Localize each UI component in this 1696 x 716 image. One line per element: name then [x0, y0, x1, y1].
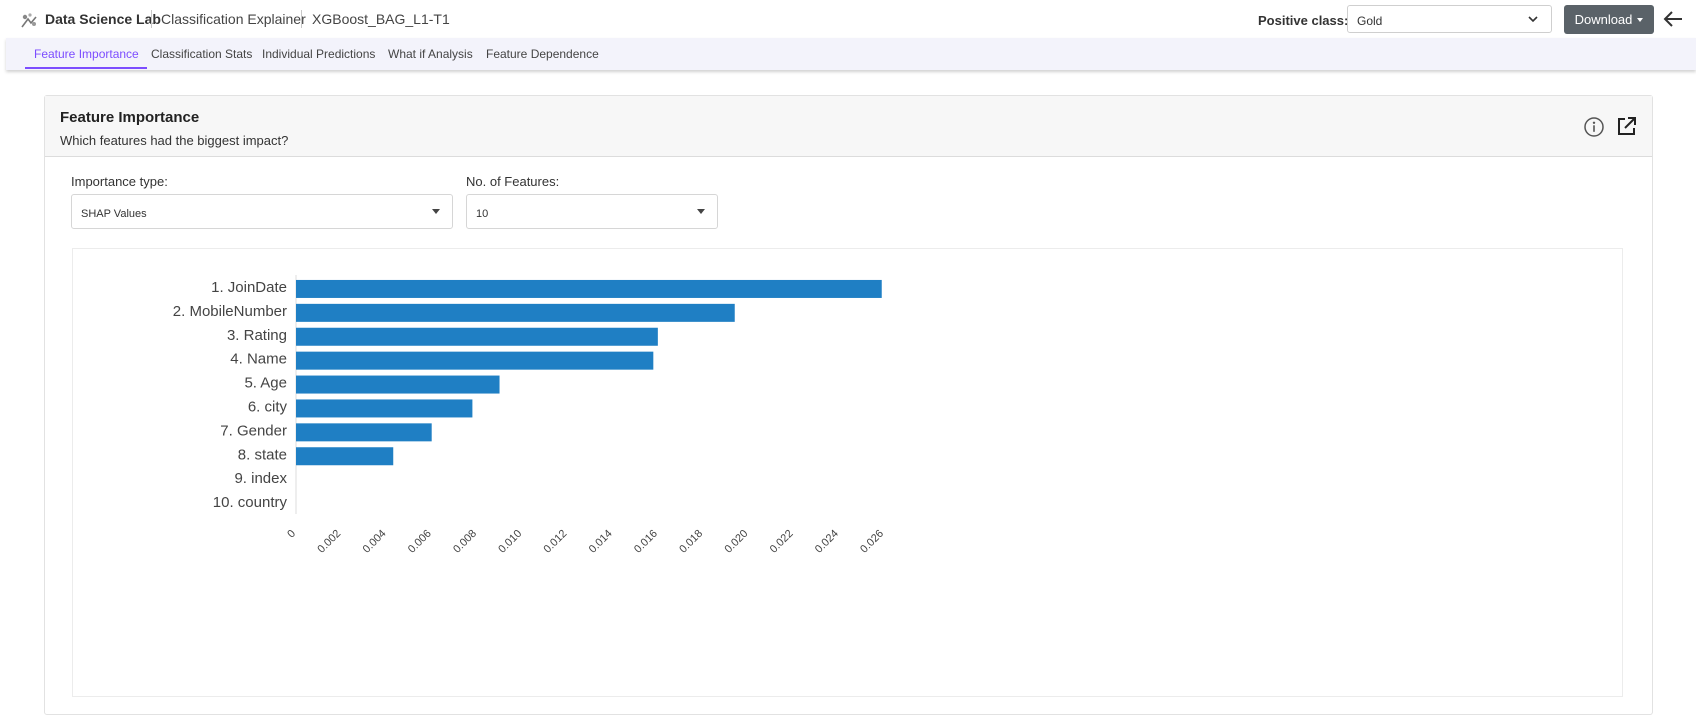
breadcrumb-classification-explainer[interactable]: Classification Explainer [161, 11, 306, 27]
num-features-label: No. of Features: [466, 174, 560, 189]
y-tick-label: 10. country [213, 494, 288, 511]
card-title: Feature Importance [60, 109, 200, 126]
active-tab-indicator [25, 67, 147, 69]
x-tick-label: 0.022 [768, 528, 796, 556]
y-tick-label: 9. index [234, 470, 287, 487]
tab-classification-stats[interactable]: Classification Stats [151, 47, 253, 61]
tab-feature-importance[interactable]: Feature Importance [34, 47, 139, 61]
arrow-left-icon[interactable] [1662, 9, 1684, 29]
importance-type-value: SHAP Values [81, 208, 147, 220]
caret-down-icon [697, 209, 705, 214]
x-tick-label: 0.006 [406, 528, 434, 556]
open-in-new-icon[interactable] [1616, 116, 1637, 137]
card-subtitle: Which features had the biggest impact? [60, 133, 289, 148]
x-tick-label: 0.010 [496, 528, 524, 556]
x-tick-label: 0.026 [858, 528, 886, 556]
x-tick-label: 0.002 [315, 528, 343, 556]
x-tick-label: 0.024 [813, 528, 841, 556]
num-features-value: 10 [476, 208, 489, 220]
positive-class-label: Positive class: [1258, 13, 1349, 28]
download-button[interactable]: Download [1564, 5, 1654, 34]
x-tick-label: 0.014 [587, 528, 615, 556]
x-tick-label: 0.012 [542, 528, 570, 556]
y-tick-label: 3. Rating [227, 327, 287, 344]
y-tick-label: 8. state [238, 446, 287, 463]
y-tick-label: 2. MobileNumber [173, 303, 287, 320]
lab-logo-icon [21, 13, 37, 28]
bar [296, 327, 658, 346]
tab-feature-dependence[interactable]: Feature Dependence [486, 47, 599, 61]
breadcrumb-divider [151, 10, 152, 28]
tab-individual-predictions[interactable]: Individual Predictions [262, 47, 376, 61]
feature-importance-card: Feature Importance Which features had th… [44, 95, 1653, 715]
y-tick-label: 4. Name [230, 351, 287, 368]
num-features-select[interactable]: 10 [466, 194, 718, 229]
bar [296, 279, 882, 298]
x-tick-label: 0.004 [361, 528, 389, 556]
card-header: Feature Importance Which features had th… [45, 96, 1652, 157]
breadcrumb-model-name: XGBoost_BAG_L1-T1 [312, 11, 450, 27]
y-tick-label: 6. city [248, 398, 288, 415]
x-tick-label: 0.018 [677, 528, 705, 556]
bar [296, 303, 735, 322]
chevron-down-icon [1528, 16, 1538, 23]
breadcrumb-divider [301, 10, 302, 28]
y-tick-label: 5. Age [244, 375, 287, 392]
x-tick-label: 0.016 [632, 528, 660, 556]
top-bar: Data Science Lab Classification Explaine… [0, 0, 1696, 38]
plot-area: 1. JoinDate 2. MobileNumber 3. Rating 4. Na… [72, 248, 1623, 697]
download-button-label: Download [1574, 12, 1633, 27]
x-tick-label: 0.008 [451, 528, 479, 556]
tab-what-if-analysis[interactable]: What if Analysis [388, 47, 473, 61]
bar [296, 423, 432, 442]
feature-importance-chart: 1. JoinDate 2. MobileNumber 3. Rating 4. Na… [173, 275, 886, 556]
tab-bar: Feature Importance Classification Stats … [6, 38, 1696, 70]
positive-class-value: Gold [1357, 14, 1383, 28]
caret-down-icon [1637, 17, 1644, 22]
bar [296, 399, 473, 418]
x-tick-label: 0 [285, 528, 298, 541]
positive-class-select[interactable]: Gold [1347, 5, 1552, 33]
y-tick-label: 7. Gender [220, 422, 287, 439]
info-icon[interactable] [1583, 116, 1605, 138]
importance-type-select[interactable]: SHAP Values [71, 194, 453, 229]
bar [296, 351, 654, 370]
brand-title[interactable]: Data Science Lab [45, 11, 161, 27]
importance-type-label: Importance type: [71, 174, 168, 189]
x-tick-label: 0.020 [722, 528, 750, 556]
y-tick-label: 1. JoinDate [211, 279, 287, 296]
bar [296, 447, 394, 466]
caret-down-icon [432, 209, 440, 214]
bar [296, 375, 500, 394]
